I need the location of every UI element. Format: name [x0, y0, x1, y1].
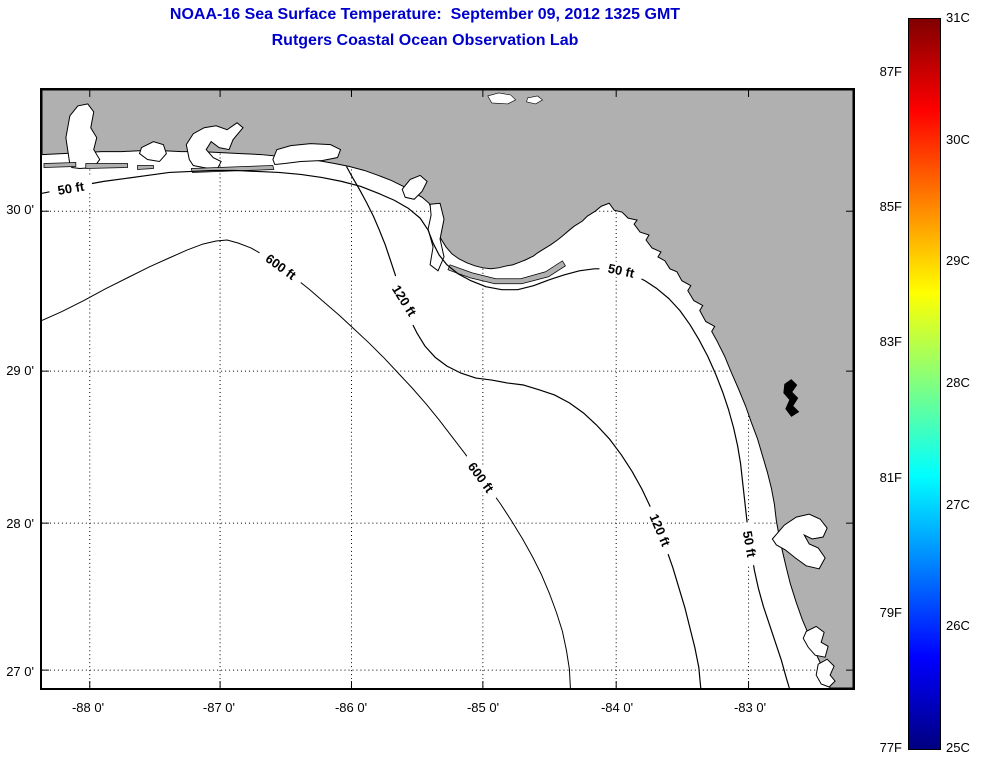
colorbar-celsius-label: 31C: [946, 10, 970, 25]
contour-label-halo: [384, 274, 425, 326]
map-svg: 50 ft 600 ft 120 ft 50 ft 600 ft 120 ft 50 ft: [42, 90, 853, 688]
barrier-island: [85, 163, 128, 169]
colorbar-fahrenheit-label: 79F: [879, 604, 902, 620]
colorbar-fahrenheit-label: 85F: [879, 199, 902, 215]
contour-layer: [42, 166, 790, 688]
land-mass: [42, 90, 853, 688]
tampa-bay: [771, 513, 828, 570]
contour-label: 600 ft: [460, 452, 503, 502]
contour-50ft: [42, 169, 790, 688]
contour-label-halo: [460, 452, 503, 502]
contour-label: 600 ft: [256, 245, 307, 288]
colorbar-celsius-label: 25C: [946, 740, 970, 755]
apalachicola-barrier-islands: [447, 260, 566, 285]
data-artifact-blob: [783, 379, 800, 417]
colorbar-fahrenheit-label: 83F: [879, 334, 902, 350]
contour-label: 120 ft: [643, 503, 678, 557]
colorbar-fahrenheit-label: 81F: [879, 469, 902, 485]
barrier-island: [43, 162, 77, 168]
ticks-layer: [42, 90, 853, 688]
contour-label: 120 ft: [384, 274, 425, 326]
figure-subtitle: Rutgers Coastal Ocean Observation Lab: [271, 32, 579, 49]
colorbar-celsius-label: 26C: [946, 618, 970, 634]
x-axis-tick-label: -83 0': [733, 700, 767, 715]
contour-label-text: 50 ft: [56, 179, 85, 198]
contour-label: 50 ft: [738, 521, 762, 567]
colorbar-fahrenheit-label: 87F: [879, 64, 902, 80]
map-plot: 50 ft 600 ft 120 ft 50 ft 600 ft 120 ft 50 ft: [40, 88, 855, 690]
colorbar-celsius-label: 30C: [946, 131, 970, 147]
barrier-island: [137, 165, 154, 170]
y-axis-tick-label: 27 0': [6, 664, 34, 679]
colorbar-celsius-label: 28C: [946, 375, 970, 390]
contour-label-halo: [48, 176, 94, 199]
sarasota-bay: [802, 625, 829, 658]
colorbar-fahrenheit-label: 77F: [879, 740, 902, 755]
st-andrew-bay: [401, 174, 428, 200]
contour-label-text: 50 ft: [740, 530, 760, 559]
contour-label-halo: [738, 521, 762, 567]
st-joseph-bay: [427, 202, 445, 272]
land-layer: [42, 90, 853, 688]
colorbar-celsius-label: 27C: [946, 496, 970, 512]
contour-label-text: 120 ft: [646, 512, 673, 550]
contour-label-halo: [598, 258, 644, 283]
contour-label-halo: [256, 245, 307, 288]
contour-label-halo: [643, 503, 678, 557]
cloud-patch: [526, 95, 544, 105]
x-axis-tick-label: -85 0': [466, 700, 500, 715]
cloud-patch: [487, 92, 517, 105]
contour-label: 50 ft: [48, 176, 94, 199]
y-axis-tick-label: 30 0': [6, 202, 34, 218]
contour-120ft: [345, 166, 702, 688]
colorbar: [908, 18, 941, 750]
perdido-bay: [138, 141, 167, 163]
figure-title: NOAA-16 Sea Surface Temperature: Septemb…: [169, 6, 681, 23]
contour-600ft: [42, 239, 571, 688]
colorbar-gradient: [909, 19, 940, 749]
contour-label: 50 ft: [598, 258, 644, 283]
choctawhatchee-bay: [272, 143, 342, 166]
x-axis-tick-label: -86 0': [334, 700, 368, 715]
x-axis-tick-label: -87 0': [202, 700, 236, 715]
y-axis-tick-label: 29 0': [6, 363, 34, 378]
x-axis-tick-label: -88 0': [71, 700, 105, 715]
contour-label-text: 50 ft: [607, 261, 637, 281]
mobile-bay: [65, 103, 101, 169]
x-axis-tick-label: -84 0': [600, 700, 634, 715]
charlotte-harbor: [815, 658, 836, 688]
colorbar-celsius-label: 29C: [946, 253, 970, 269]
y-axis-tick-label: 28 0': [6, 516, 34, 532]
